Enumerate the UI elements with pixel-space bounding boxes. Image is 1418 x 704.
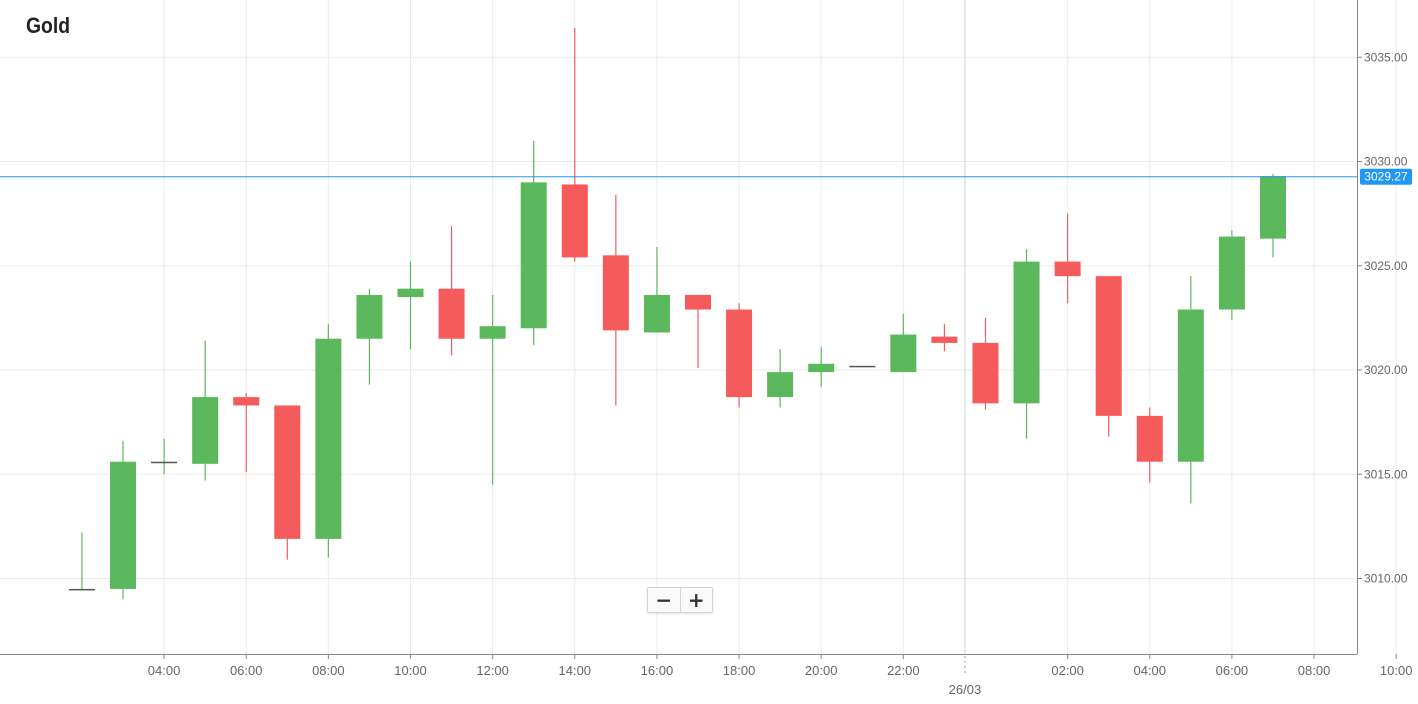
zoom-out-button[interactable]: − [655,588,673,612]
last-price-tag [1360,168,1412,185]
candle-body-up [808,363,835,373]
zoom-controls: − + [647,587,713,613]
candle-body-up [315,338,342,539]
candle-body-up [192,397,219,464]
x-tick-label: 06:00 [1216,663,1249,678]
x-tick-label: 18:00 [723,663,756,678]
candle-body-up [1177,309,1204,462]
y-tick-label: 3020.00 [1364,363,1408,377]
candle-body-up [479,326,506,339]
y-tick-label: 3015.00 [1364,467,1408,481]
y-tick-label: 3035.00 [1364,50,1408,64]
x-tick-label: 08:00 [312,663,345,678]
candle-body-down [602,255,629,331]
candle-body-down [972,342,999,404]
y-tick-label: 3030.00 [1364,155,1408,169]
y-tick-label: 3010.00 [1364,572,1408,586]
x-tick-label: 02:00 [1051,663,1084,678]
x-tick-label: 22:00 [887,663,920,678]
zoom-in-button[interactable]: + [679,588,713,612]
candle-body-down [561,184,588,258]
candle-body-down [1095,276,1122,416]
x-tick-label: 06:00 [230,663,263,678]
candle-body-down [931,336,958,343]
candle-body-up [767,372,794,398]
candle-body-up [1013,261,1040,404]
chart-title: Gold [26,13,71,38]
candle-body-up [520,182,547,329]
candle-body-down [1054,261,1081,277]
candle-body-up [1259,176,1286,239]
x-tick-label: 10:00 [1380,663,1413,678]
x-tick-label: 20:00 [805,663,838,678]
candle-body-up [110,461,137,589]
x-tick-label: 14:00 [559,663,592,678]
candle-body-down [274,405,301,539]
candle-body-up [849,365,876,368]
candle-body-up [643,294,670,333]
candle-body-up [890,334,917,373]
candle-body-down [726,309,753,398]
candle-body-down [233,397,260,406]
candle-body-down [438,288,465,339]
candle-body-up [68,588,95,591]
x-tick-label: 04:00 [148,663,181,678]
x-tick-label: 16:00 [641,663,674,678]
candle-body-up [1218,236,1245,310]
x-tick-label: 12:00 [476,663,509,678]
x-tick-label: 04:00 [1133,663,1166,678]
candle-body-up [151,461,178,464]
day-separator-label: 26/03 [949,682,982,697]
candle-body-down [684,294,711,310]
x-tick-label: 10:00 [394,663,427,678]
candle-body-up [397,288,424,298]
candle-body-up [356,294,383,339]
y-tick-label: 3025.00 [1364,259,1408,273]
last-price-label: 3029.27 [1364,170,1408,184]
candle-body-down [1136,415,1163,462]
x-tick-label: 08:00 [1298,663,1331,678]
